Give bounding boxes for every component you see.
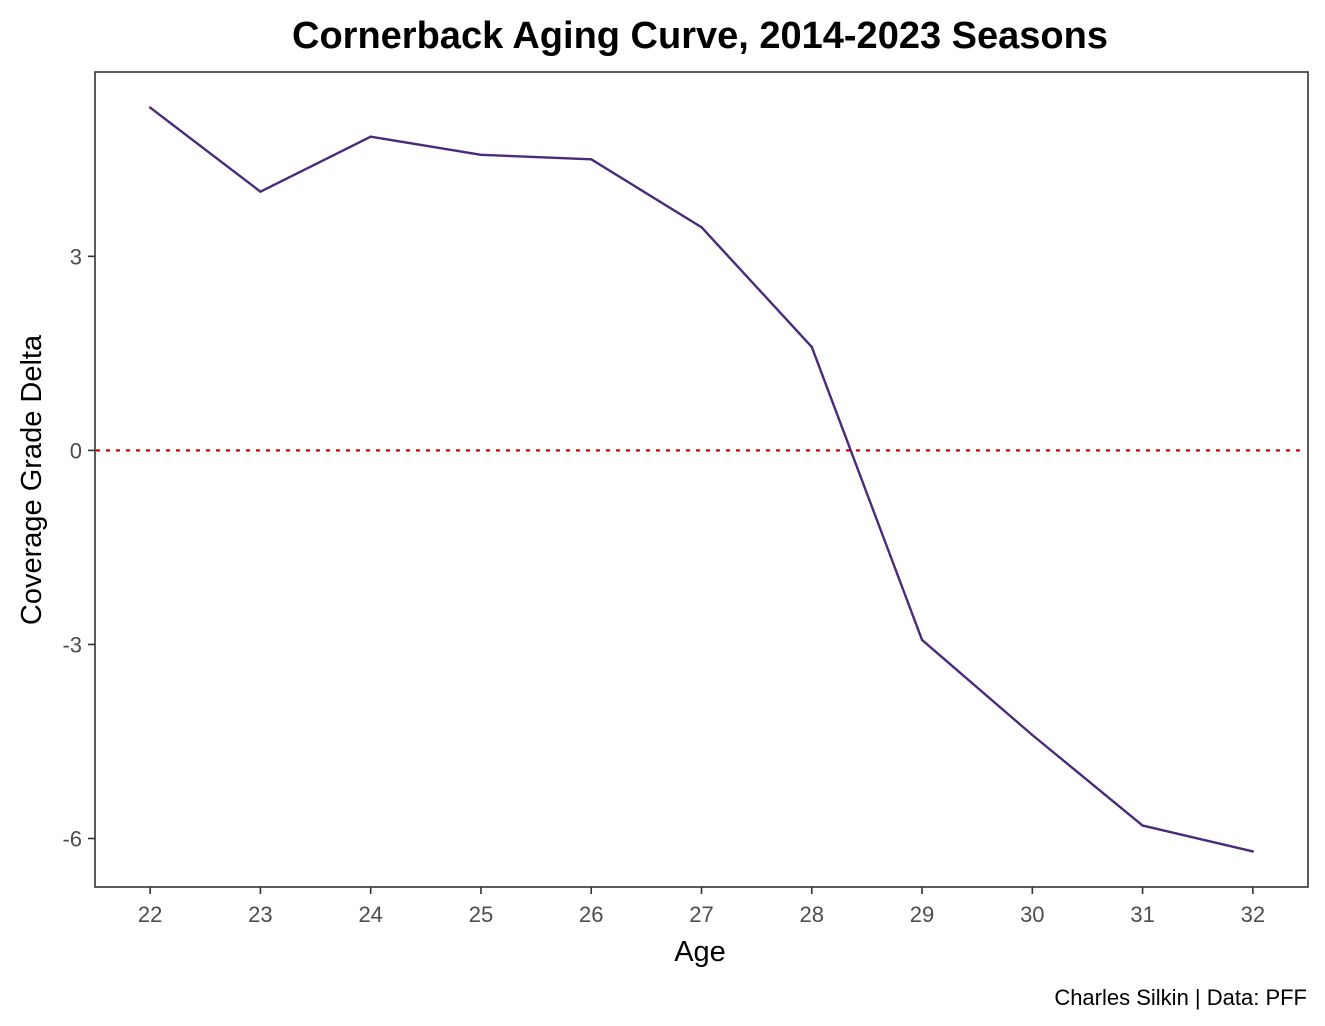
x-tick-label: 30: [1020, 902, 1044, 927]
series-points: [148, 106, 1255, 853]
x-tick-label: 32: [1241, 902, 1265, 927]
x-tick-label: 29: [910, 902, 934, 927]
x-tick-label: 23: [248, 902, 272, 927]
y-axis-title: Coverage Grade Delta: [16, 334, 48, 625]
data-point-age-24: [369, 135, 372, 138]
x-tick-label: 27: [689, 902, 713, 927]
x-tick-label: 28: [800, 902, 824, 927]
y-tick-label: -6: [62, 826, 82, 851]
data-point-age-22: [148, 106, 152, 109]
data-point-age-28: [810, 345, 813, 349]
data-point-age-26: [590, 158, 593, 161]
y-tick-label: 0: [70, 438, 82, 463]
x-tick-label: 31: [1130, 902, 1154, 927]
x-tick-label: 24: [358, 902, 382, 927]
x-tick-label: 22: [138, 902, 162, 927]
y-axis: -6 -3 0 3: [62, 244, 95, 851]
data-point-age-29: [920, 638, 924, 642]
data-point-age-31: [1141, 824, 1144, 827]
data-point-age-30: [1031, 733, 1034, 737]
chart-title: Cornerback Aging Curve, 2014-2023 Season…: [292, 15, 1108, 57]
data-point-age-23: [259, 190, 262, 193]
caption: Charles Silkin | Data: PFF: [1054, 985, 1307, 1010]
x-axis-title: Age: [674, 936, 726, 968]
x-axis: 22 23 24 25 26 27 28 29 30 31 32: [138, 887, 1265, 927]
data-point-age-25: [479, 153, 483, 156]
y-tick-label: -3: [62, 632, 82, 657]
data-point-age-27: [700, 226, 703, 229]
data-point-age-32: [1251, 850, 1255, 853]
y-tick-label: 3: [70, 244, 82, 269]
x-tick-label: 25: [469, 902, 493, 927]
x-tick-label: 26: [579, 902, 603, 927]
plot-panel: [94, 71, 1309, 888]
